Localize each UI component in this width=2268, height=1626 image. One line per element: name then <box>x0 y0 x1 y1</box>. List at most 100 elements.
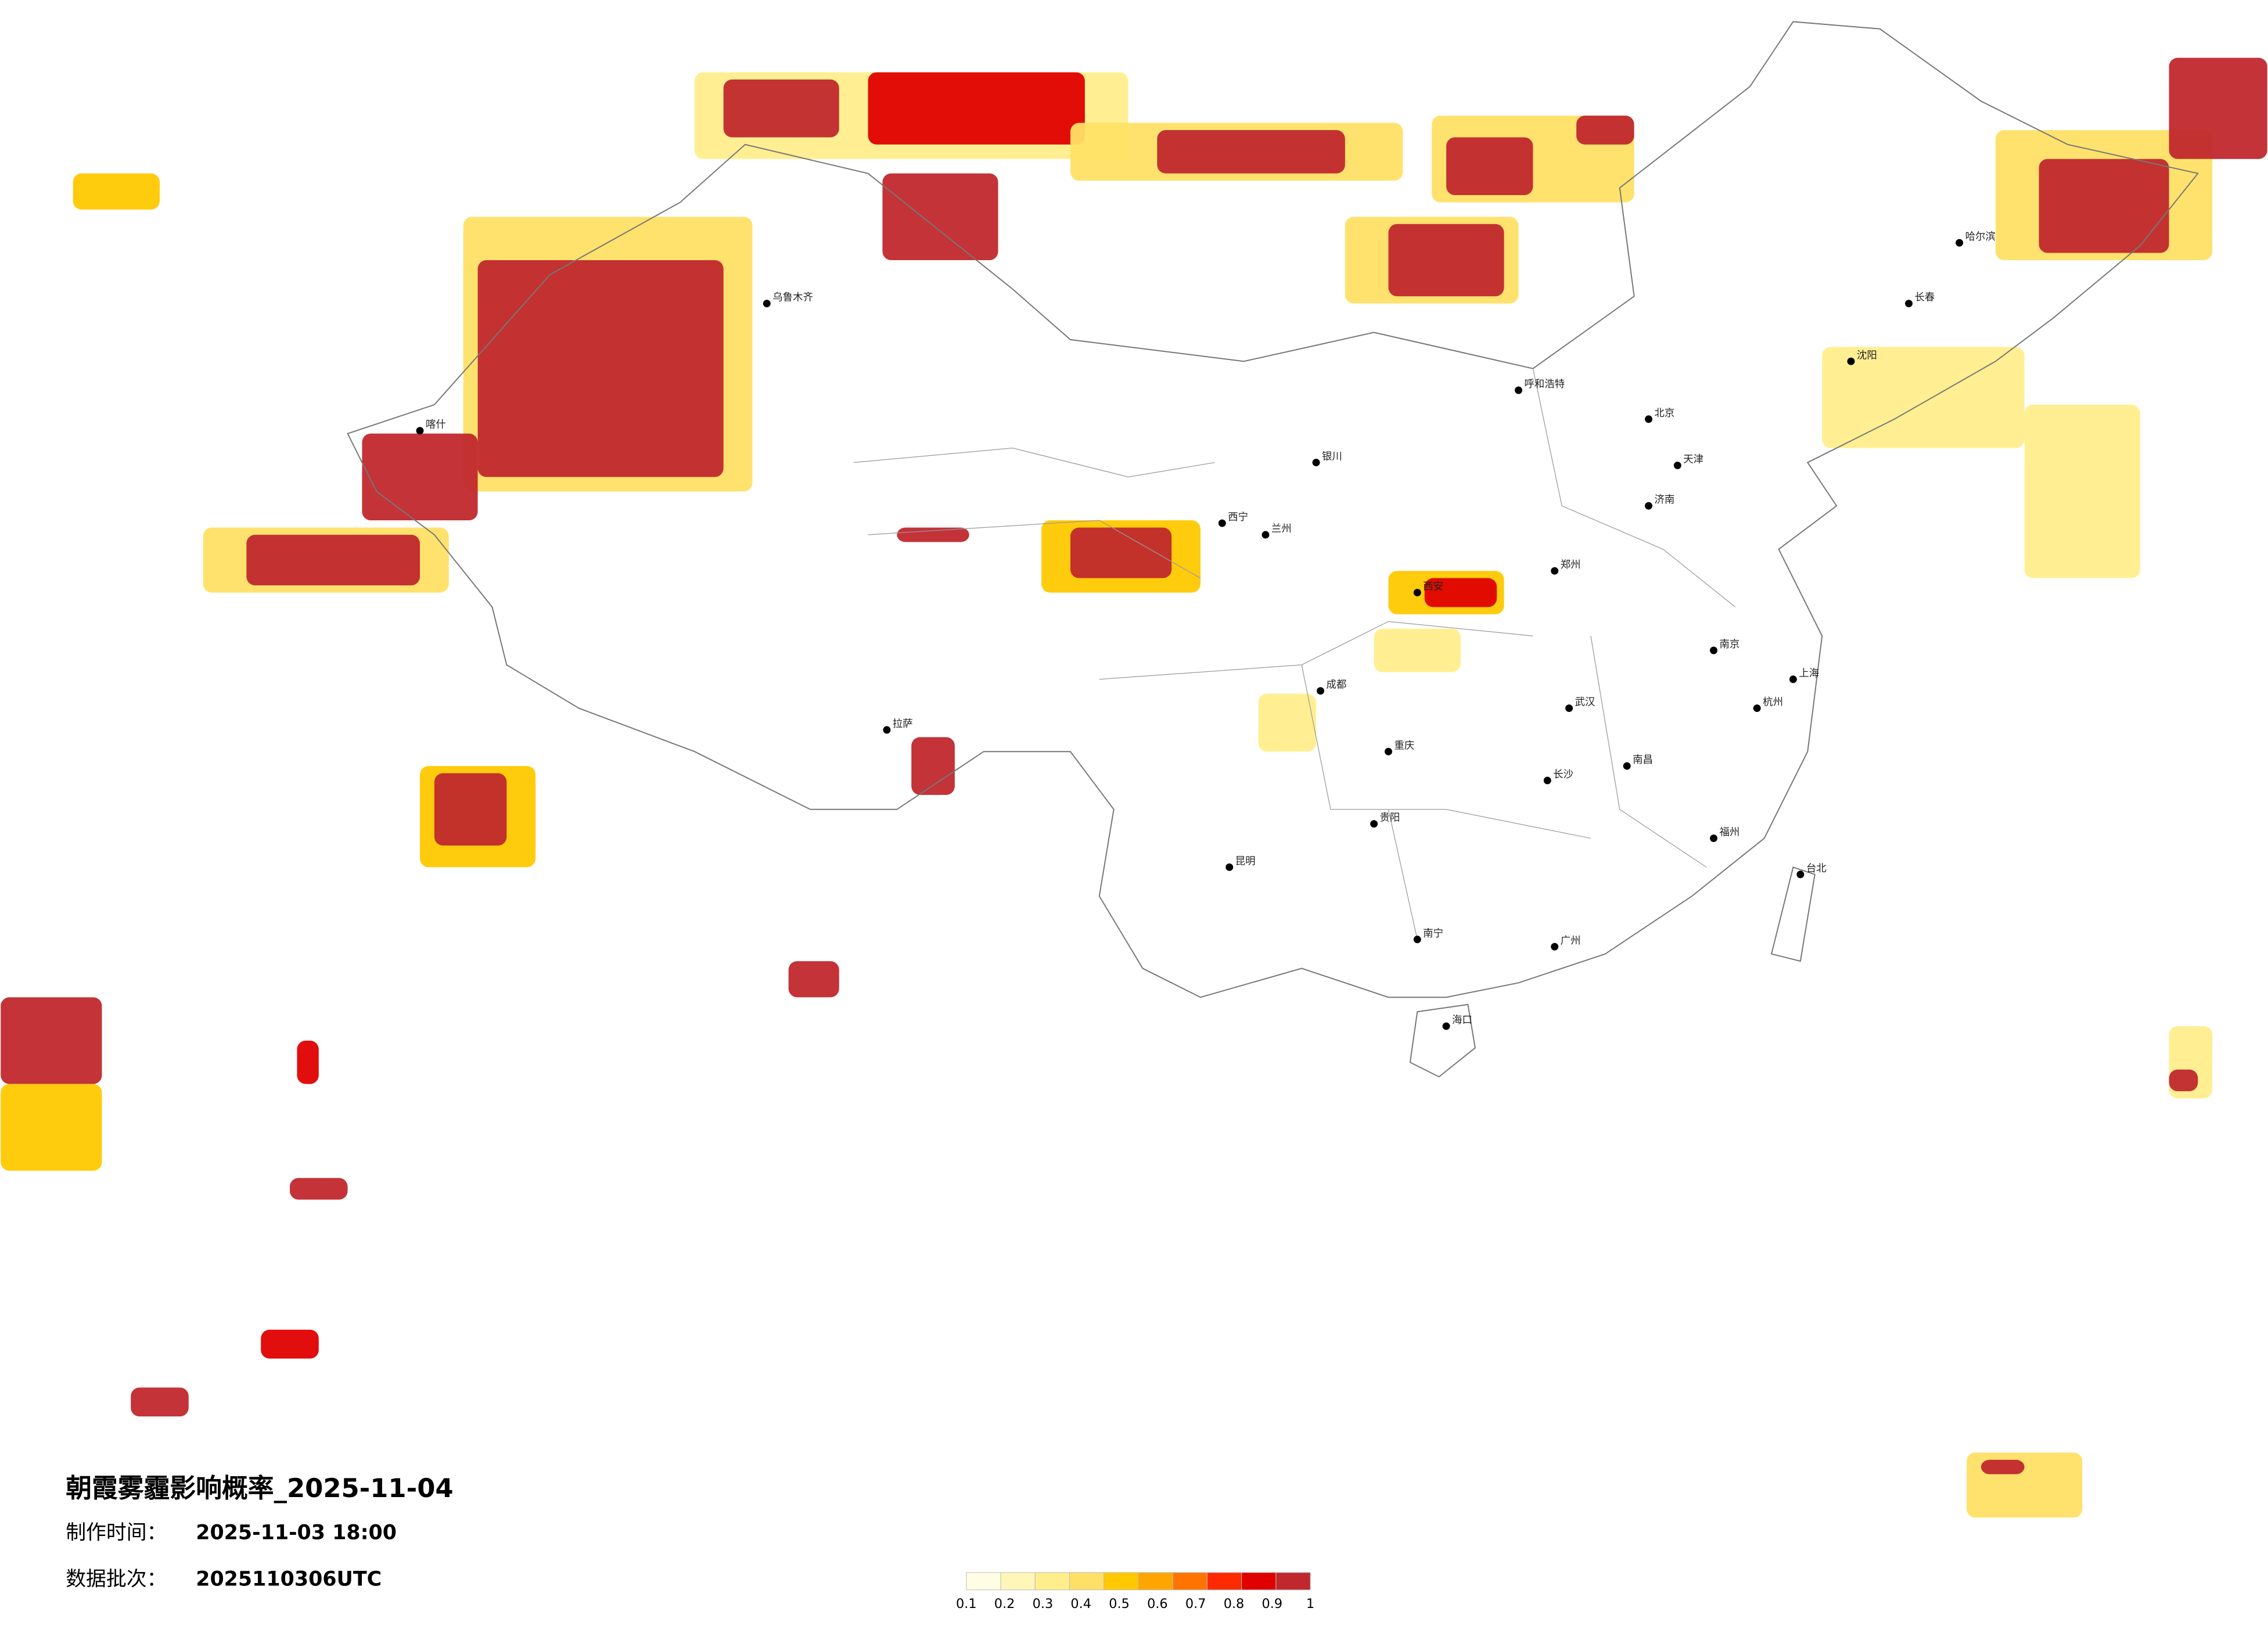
city-label: 济南 <box>1655 494 1675 506</box>
city-dot <box>1551 567 1559 575</box>
city-dot <box>416 427 424 435</box>
city-dot <box>1225 863 1234 871</box>
city-dot <box>1515 386 1523 394</box>
city-dot <box>1623 762 1631 770</box>
legend-swatch <box>966 1572 1001 1591</box>
city-label: 哈尔滨 <box>1965 231 1996 243</box>
heat-patch <box>261 1329 319 1359</box>
heat-patch <box>2024 404 2140 578</box>
city-dot <box>1385 747 1393 756</box>
legend-tick-label: 0.9 <box>1262 1596 1283 1611</box>
heat-patch <box>723 79 839 138</box>
city-label: 福州 <box>1720 827 1740 839</box>
city-dot <box>1710 646 1718 654</box>
heat-patch <box>897 527 969 542</box>
city-dot <box>1413 588 1421 596</box>
city-dot <box>1370 820 1378 828</box>
heat-patch <box>1822 347 2025 448</box>
heat-patch <box>73 173 160 210</box>
heat-patch <box>868 72 1085 145</box>
legend-swatch <box>1172 1572 1207 1591</box>
city-dot <box>1645 502 1653 510</box>
legend-swatch <box>1034 1572 1070 1591</box>
city-label: 长沙 <box>1553 769 1573 780</box>
city-dot <box>763 300 771 308</box>
city-label: 兰州 <box>1271 523 1292 535</box>
city-label: 昆明 <box>1235 855 1256 867</box>
heat-patch <box>362 433 478 520</box>
city-label: 天津 <box>1683 454 1703 465</box>
legend-swatch <box>1275 1572 1311 1591</box>
legend-swatch <box>1138 1572 1173 1591</box>
city-dot <box>1413 936 1421 944</box>
legend-tick-label: 0.4 <box>1070 1596 1091 1611</box>
city-label: 贵阳 <box>1380 812 1400 824</box>
legend-tick-label: 0.2 <box>994 1596 1015 1611</box>
city-label: 拉萨 <box>893 718 913 730</box>
city-dot <box>1218 519 1226 527</box>
city-label: 乌鲁木齐 <box>772 292 813 304</box>
legend-tick-label: 0.3 <box>1033 1596 1054 1611</box>
city-label: 南昌 <box>1633 754 1653 766</box>
country-outline <box>347 21 2199 998</box>
city-label: 北京 <box>1655 408 1675 419</box>
heat-patch <box>1 997 102 1084</box>
legend-tick-label: 0.5 <box>1109 1596 1130 1611</box>
city-dot <box>1442 1022 1450 1030</box>
city-label: 银川 <box>1322 451 1342 462</box>
legend-swatch <box>1000 1572 1036 1591</box>
city-dot <box>1710 834 1718 843</box>
city-label: 西安 <box>1423 581 1443 592</box>
city-dot <box>1543 776 1551 785</box>
heat-patch <box>297 1041 319 1084</box>
legend-tick-label: 1 <box>1306 1596 1314 1611</box>
heat-patch <box>1424 578 1497 607</box>
heat-patch <box>246 534 420 585</box>
legend-tick-label: 0.1 <box>956 1596 977 1611</box>
heat-patch <box>1157 130 1345 174</box>
heat-patch <box>434 773 507 846</box>
city-dot <box>1312 458 1320 466</box>
city-dot <box>1645 415 1653 423</box>
city-label: 南京 <box>1720 639 1740 650</box>
heat-patch <box>1446 137 1533 195</box>
city-dot <box>1261 531 1270 539</box>
city-label: 喀什 <box>426 419 446 431</box>
heat-patch <box>289 1178 348 1200</box>
city-label: 西宁 <box>1228 512 1248 523</box>
island-outline <box>1409 1003 1476 1078</box>
city-label: 郑州 <box>1561 559 1581 571</box>
heat-patch <box>1374 628 1461 672</box>
city-label: 上海 <box>1799 668 1819 679</box>
city-label: 长春 <box>1915 292 1935 304</box>
batch-label: 数据批次： <box>66 1567 167 1591</box>
legend-tick-label: 0.8 <box>1224 1596 1245 1611</box>
city-dot <box>1565 704 1573 713</box>
heat-patch <box>1576 116 1634 145</box>
city-dot <box>883 726 891 734</box>
city-label: 武汉 <box>1575 697 1595 708</box>
province-lines <box>853 368 1736 940</box>
city-dot <box>1673 461 1681 469</box>
city-dot <box>1847 357 1855 365</box>
city-label: 杭州 <box>1763 697 1783 708</box>
city-dot <box>1789 675 1797 684</box>
legend-swatch <box>1241 1572 1277 1591</box>
heat-patch <box>2169 1069 2198 1092</box>
city-label: 广州 <box>1561 935 1581 947</box>
heat-patch <box>788 961 839 998</box>
heat-patch <box>1 1084 102 1171</box>
map-title: 朝霞雾霾影响概率_2025-11-04 <box>66 1473 453 1503</box>
heat-patch <box>2039 159 2169 253</box>
heat-patch <box>1070 527 1172 578</box>
heat-patch <box>911 737 955 795</box>
made-label: 制作时间： <box>66 1521 167 1545</box>
heat-patch <box>1258 693 1317 752</box>
heat-patch <box>882 173 998 260</box>
city-label: 成都 <box>1327 679 1347 691</box>
heat-patch <box>131 1387 189 1417</box>
heat-patch <box>1981 1459 2025 1474</box>
